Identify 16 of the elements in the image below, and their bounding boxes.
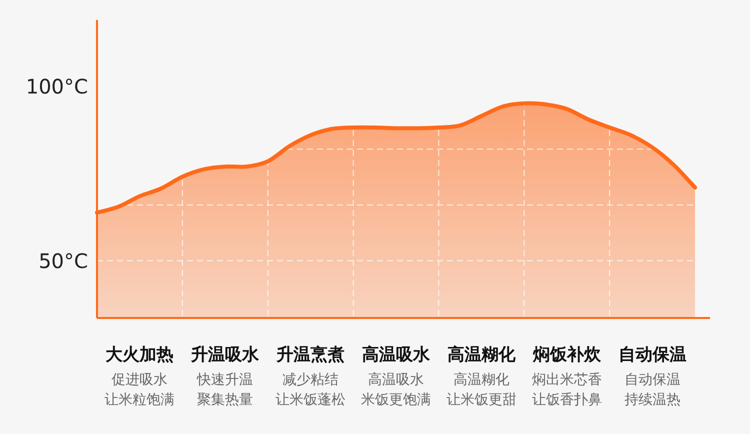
x-tick-label: 自动保温: [618, 345, 686, 365]
x-tick-label: 焖饭补炊: [532, 345, 602, 365]
y-tick-label: 100°C: [26, 74, 88, 98]
x-tick-label: 高温吸水: [362, 345, 431, 365]
x-tick-label: 高温糊化: [447, 345, 516, 365]
x-tick-label: 升温烹煮: [276, 345, 345, 365]
text: 高温糊化让米饭更甜: [446, 372, 516, 408]
text: 焖出米芯香让饭香扑鼻: [532, 372, 602, 408]
x-tick-label: 大火加热: [106, 345, 174, 365]
text: 促进吸水让米粒饱满: [104, 372, 175, 408]
text: 高温吸水米饭更饱满: [361, 372, 431, 408]
y-tick-label: 50°C: [38, 248, 88, 273]
text: 快速升温聚集热量: [196, 372, 254, 408]
text: 减少粘结让米饭蓬松: [276, 372, 346, 408]
text: 自动保温持续温热: [624, 372, 680, 408]
x-tick-label: 升温吸水: [190, 345, 260, 365]
